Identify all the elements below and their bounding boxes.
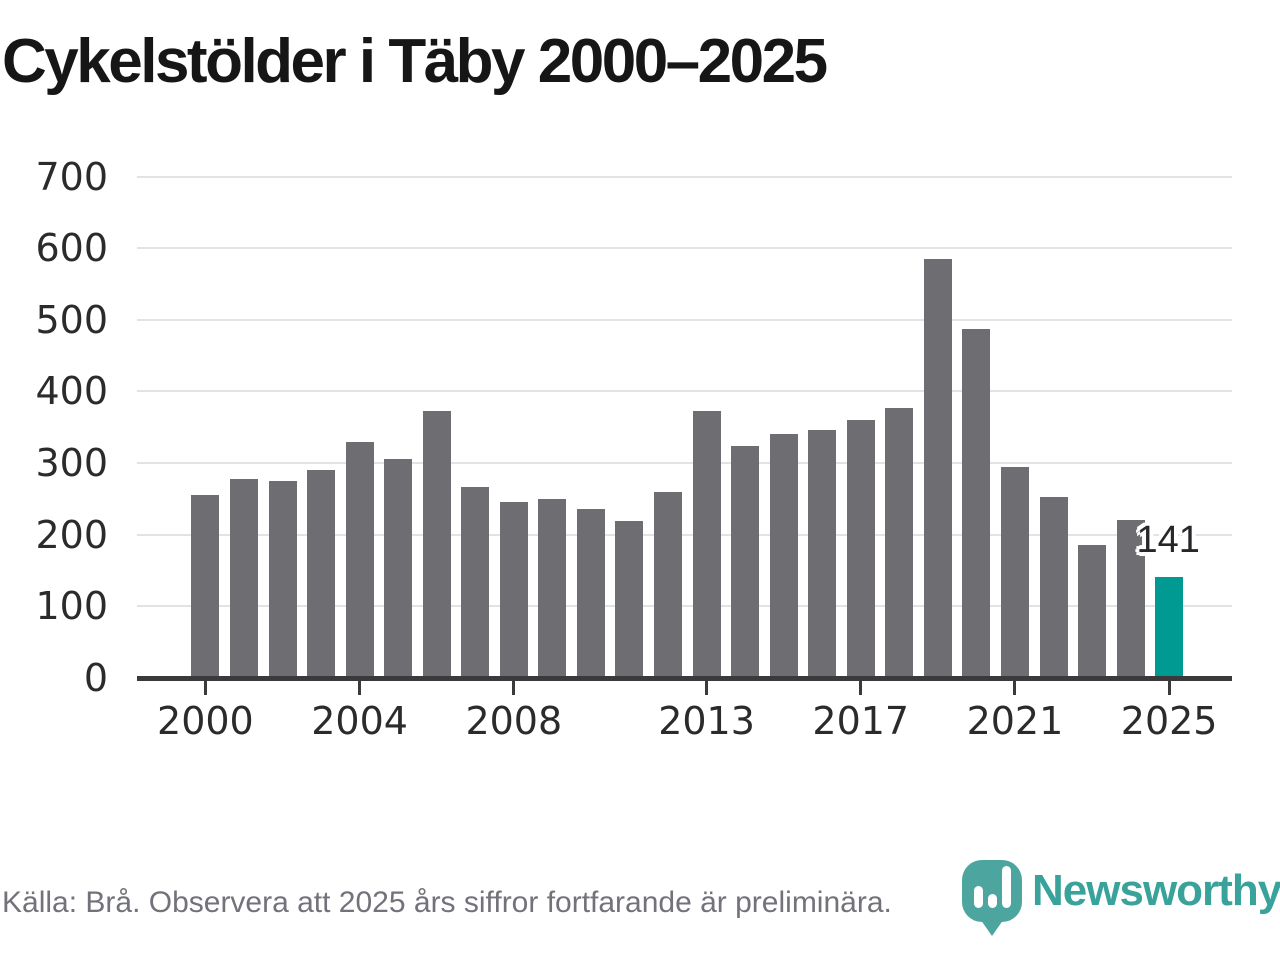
value-label: 141 <box>1136 518 1200 561</box>
logo-bar-icon <box>988 894 997 908</box>
bar-2000 <box>191 494 220 678</box>
bar-2010 <box>576 508 605 678</box>
y-tick-label: 500 <box>35 297 108 342</box>
y-gridline <box>137 318 1232 321</box>
bar-2016 <box>808 430 837 678</box>
y-tick-label: 400 <box>35 369 108 414</box>
source-note: Källa: Brå. Observera att 2025 års siffr… <box>2 886 892 919</box>
x-tick-label: 2004 <box>311 699 408 743</box>
x-tick <box>512 681 516 695</box>
y-tick-label: 0 <box>83 656 108 700</box>
y-tick-label: 600 <box>35 226 108 271</box>
newsworthy-pin-icon <box>962 860 1022 922</box>
newsworthy-wordmark: Newsworthy <box>1032 866 1280 915</box>
bar-2024 <box>1116 519 1145 678</box>
x-tick-label: 2008 <box>465 699 563 743</box>
bar-2011 <box>615 521 644 678</box>
x-tick <box>859 681 863 695</box>
x-tick <box>203 681 207 695</box>
bar-2008 <box>499 501 528 678</box>
bar-2021 <box>1000 467 1029 678</box>
y-gridline <box>137 247 1232 250</box>
y-gridline <box>137 390 1232 393</box>
x-tick-label: 2000 <box>157 699 254 743</box>
bar-2018 <box>885 407 914 678</box>
bar-2004 <box>345 441 374 678</box>
bar-2014 <box>731 445 760 678</box>
pin-tail-icon <box>978 916 1006 936</box>
bar-2015 <box>769 434 798 678</box>
bar-2019 <box>923 258 952 678</box>
x-tick-label: 2013 <box>658 699 755 743</box>
x-tick <box>705 681 709 695</box>
x-tick-label: 2017 <box>812 699 910 743</box>
y-tick-label: 300 <box>35 441 108 486</box>
bar-2003 <box>307 469 336 678</box>
bar-2012 <box>654 491 682 678</box>
bar-2025 <box>1155 576 1184 678</box>
logo-bar-icon <box>974 886 983 908</box>
bar-2002 <box>268 480 297 678</box>
x-tick <box>1167 681 1171 695</box>
x-tick-label: 2021 <box>966 699 1064 743</box>
newsworthy-logo: Newsworthy <box>962 858 1280 958</box>
y-gridline <box>137 605 1232 608</box>
bar-2009 <box>538 498 567 678</box>
y-gridline <box>137 533 1232 536</box>
y-tick-label: 200 <box>35 512 108 557</box>
bar-2013 <box>692 411 721 678</box>
bar-2022 <box>1039 497 1068 678</box>
bar-2006 <box>422 410 451 678</box>
bar-2001 <box>229 478 258 678</box>
x-tick <box>358 681 362 695</box>
chart-title: Cykelstölder i Täby 2000–2025 <box>2 27 828 96</box>
bar-2020 <box>962 329 991 678</box>
logo-bar-icon <box>1002 866 1011 908</box>
bar-2007 <box>461 486 490 678</box>
bar-2017 <box>846 420 875 678</box>
x-axis-line <box>137 676 1232 681</box>
y-gridline <box>137 175 1232 178</box>
y-gridline <box>137 462 1232 465</box>
bar-2005 <box>384 458 413 678</box>
y-tick-label: 700 <box>35 154 108 199</box>
bar-2023 <box>1078 544 1107 678</box>
x-tick <box>1013 681 1017 695</box>
x-tick-label: 2025 <box>1120 699 1218 743</box>
y-tick-label: 100 <box>35 584 108 629</box>
